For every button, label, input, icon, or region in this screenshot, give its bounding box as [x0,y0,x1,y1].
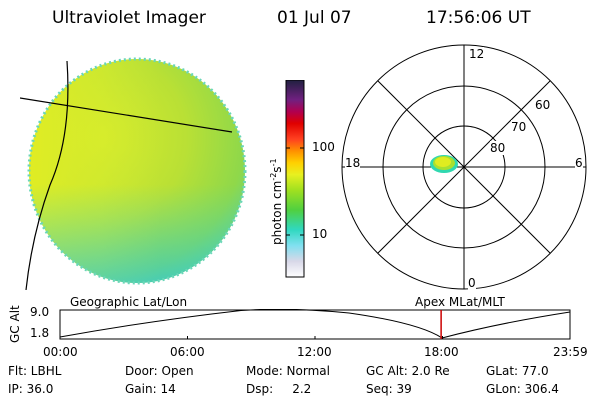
mlt-label-0: 0 [468,276,476,290]
colorbar-tick-10: 10 [312,227,328,241]
imager-disk [20,57,247,290]
timeline-x-tick-0000: 00:00 [43,345,78,359]
info-dsp: Dsp: 2.2 [246,382,312,396]
info-flt: Flt: LBHL [8,364,62,378]
timeline-y-tick-min: 1.8 [30,326,50,340]
timeline-y-label: GC Alt [8,305,22,343]
info-seq: Seq: 39 [366,382,412,396]
lat-label-60: 60 [535,98,551,112]
date-label: 01 Jul 07 [277,8,352,28]
timeline-x-tick-2359: 23:59 [553,345,588,359]
lat-label-80: 80 [490,141,506,155]
mlt-label-12: 12 [469,47,485,61]
time-label: 17:56:06 UT [426,8,531,28]
mlt-label-6: 6 [575,156,583,170]
info-gain: Gain: 14 [125,382,176,396]
info-mode: Mode: Normal [246,364,330,378]
info-ip: IP: 36.0 [8,382,54,396]
color-bar [285,80,305,278]
colorbar-tick-100: 100 [312,140,335,154]
mlt-label-18: 18 [345,156,361,170]
info-door: Door: Open [125,364,194,378]
geo-lon-line [25,60,69,290]
timeline-x-tick-0600: 06:00 [170,345,205,359]
instrument-title: Ultraviolet Imager [52,8,206,28]
timeline-right-title: Apex MLat/MLT [415,295,505,309]
info-glon: GLon: 306.4 [486,382,559,396]
timeline-x-tick-1200: 12:00 [297,345,332,359]
altitude-timeline [59,309,571,340]
timeline-y-tick-max: 9.0 [30,305,50,319]
info-gc-alt: GC Alt: 2.0 Re [366,364,450,378]
info-glat: GLat: 77.0 [486,364,549,378]
timeline-x-tick-1800: 18:00 [424,345,459,359]
colorbar-unit-label: photon cm-2s-1 [269,158,284,245]
lat-label-70: 70 [511,120,527,134]
timeline-left-title: Geographic Lat/Lon [70,295,188,309]
polar-plot [341,44,587,290]
geo-lat-line [20,97,233,133]
